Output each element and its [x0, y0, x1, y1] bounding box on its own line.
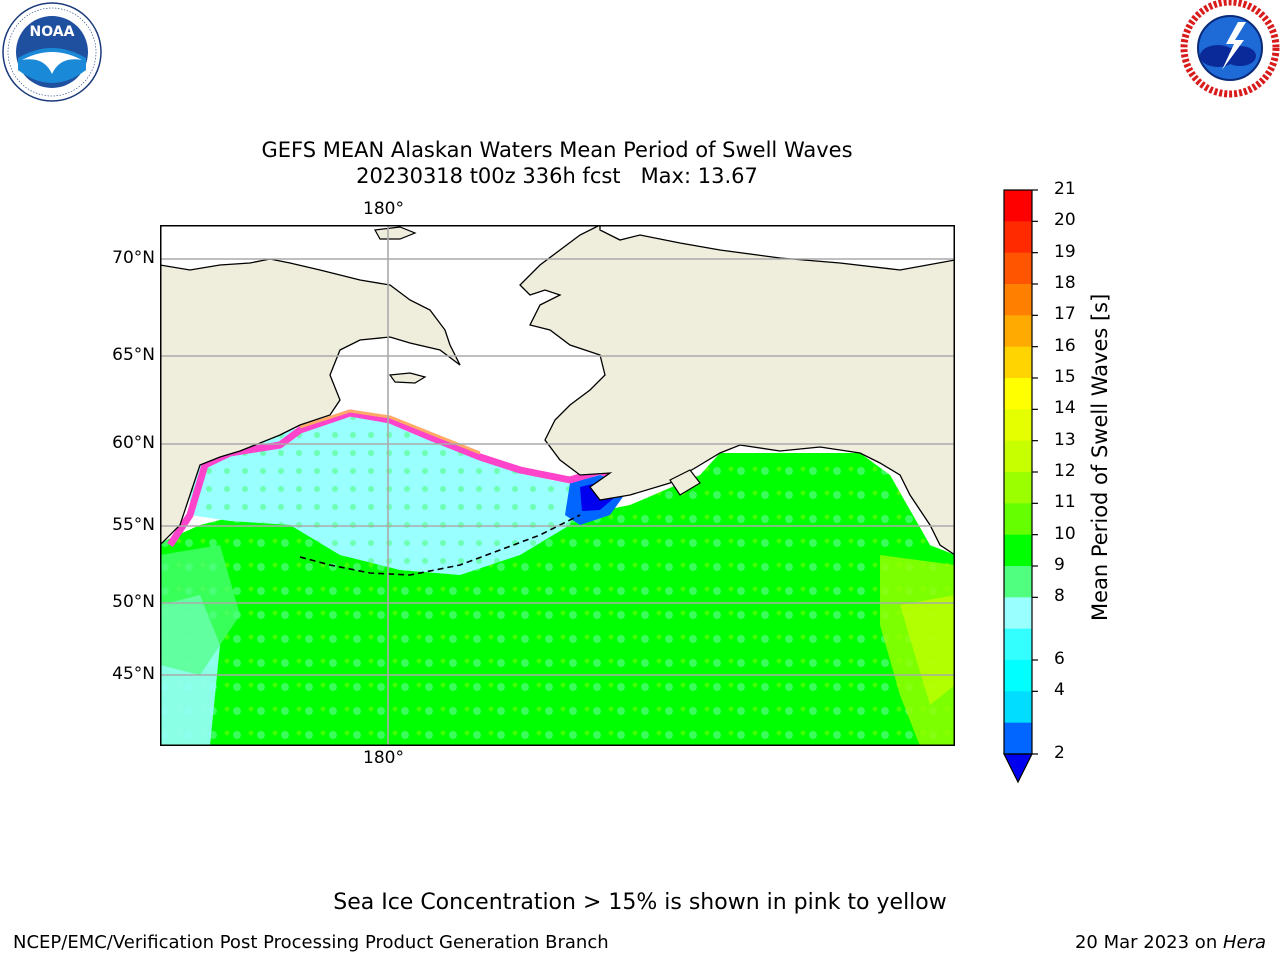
colorbar-segment — [1004, 440, 1032, 473]
colorbar-segment — [1004, 221, 1032, 254]
colorbar-segment — [1004, 534, 1032, 567]
graticule — [160, 225, 955, 746]
colorbar-segment — [1004, 566, 1032, 598]
colorbar-tick-label: 21 — [1054, 179, 1076, 199]
colorbar-tick-label: 8 — [1054, 586, 1065, 607]
colorbar-tick-label: 16 — [1054, 335, 1076, 356]
footer-date: 20 Mar 2023 on — [1074, 932, 1223, 953]
footer-left: NCEP/EMC/Verification Post Processing Pr… — [13, 932, 609, 953]
lat-label: 50°N — [112, 592, 155, 612]
lat-label: 55°N — [112, 515, 155, 535]
chart-subtitle: 20230318 t00z 336h fcst Max: 13.67 — [356, 164, 758, 188]
lon-label-top: 180° — [363, 199, 404, 219]
colorbar-segment — [1004, 503, 1032, 536]
map-frame — [160, 225, 955, 746]
colorbar-segment — [1004, 660, 1032, 692]
land-alaska — [519, 225, 955, 556]
colorbar-segment — [1004, 252, 1032, 285]
colorbar-segment — [1004, 315, 1032, 348]
land-wrangel — [374, 226, 417, 240]
colorbar-segment — [1004, 691, 1032, 724]
colorbar-tick-label: 4 — [1054, 680, 1065, 701]
colorbar — [1003, 189, 1038, 784]
footer-host: Hera — [1222, 932, 1266, 953]
land-kodiak — [669, 469, 701, 496]
colorbar-tick-label: 9 — [1054, 555, 1065, 575]
footer-right: 20 Mar 2023 on Hera — [1075, 932, 1266, 953]
colorbar-segment — [1004, 722, 1032, 755]
nws-logo — [1180, 0, 1280, 98]
colorbar-tick-label: 15 — [1054, 367, 1076, 387]
colorbar-tick-label: 12 — [1054, 461, 1076, 481]
lat-label: 60°N — [112, 433, 155, 453]
colorbar-tick-label: 20 — [1054, 210, 1076, 231]
colorbar-tick-label: 18 — [1054, 273, 1076, 293]
colorbar-segment — [1004, 628, 1032, 661]
svg-text:NOAA: NOAA — [30, 24, 75, 40]
colorbar-title: Mean Period of Swell Waves [s] — [1088, 293, 1112, 621]
colorbar-segment — [1004, 472, 1032, 504]
sea-ice-note: Sea Ice Concentration > 15% is shown in … — [333, 890, 947, 915]
colorbar-tick-label: 11 — [1054, 492, 1076, 513]
colorbar-tick-label: 14 — [1054, 398, 1076, 419]
colorbar-tick-label: 10 — [1054, 523, 1076, 544]
land-st-lawrence — [388, 372, 427, 384]
colorbar-segment — [1004, 190, 1032, 222]
lon-label-bottom: 180° — [363, 748, 404, 768]
lat-label: 70°N — [112, 248, 155, 268]
sea-ice-edge — [167, 409, 632, 547]
lat-label: 45°N — [112, 664, 155, 684]
colorbar-segment — [1004, 409, 1032, 442]
colorbar-segment — [1004, 346, 1032, 379]
noaa-logo: NOAA — [2, 2, 102, 102]
colorbar-tick-label: 2 — [1054, 743, 1065, 763]
colorbar-under-arrow — [1003, 753, 1033, 784]
lat-label: 65°N — [112, 345, 155, 365]
colorbar-tick-label: 19 — [1054, 241, 1076, 262]
chart-title: GEFS MEAN Alaskan Waters Mean Period of … — [261, 138, 853, 162]
colorbar-segment — [1004, 597, 1032, 630]
land-aleutians — [299, 514, 581, 576]
colorbar-segment — [1004, 378, 1032, 410]
land-russia — [160, 258, 461, 546]
colorbar-segment — [1004, 284, 1032, 316]
colorbar-tick-label: 6 — [1054, 649, 1065, 669]
colorbar-tick-label: 13 — [1054, 429, 1076, 450]
colorbar-tick-label: 17 — [1054, 304, 1076, 325]
